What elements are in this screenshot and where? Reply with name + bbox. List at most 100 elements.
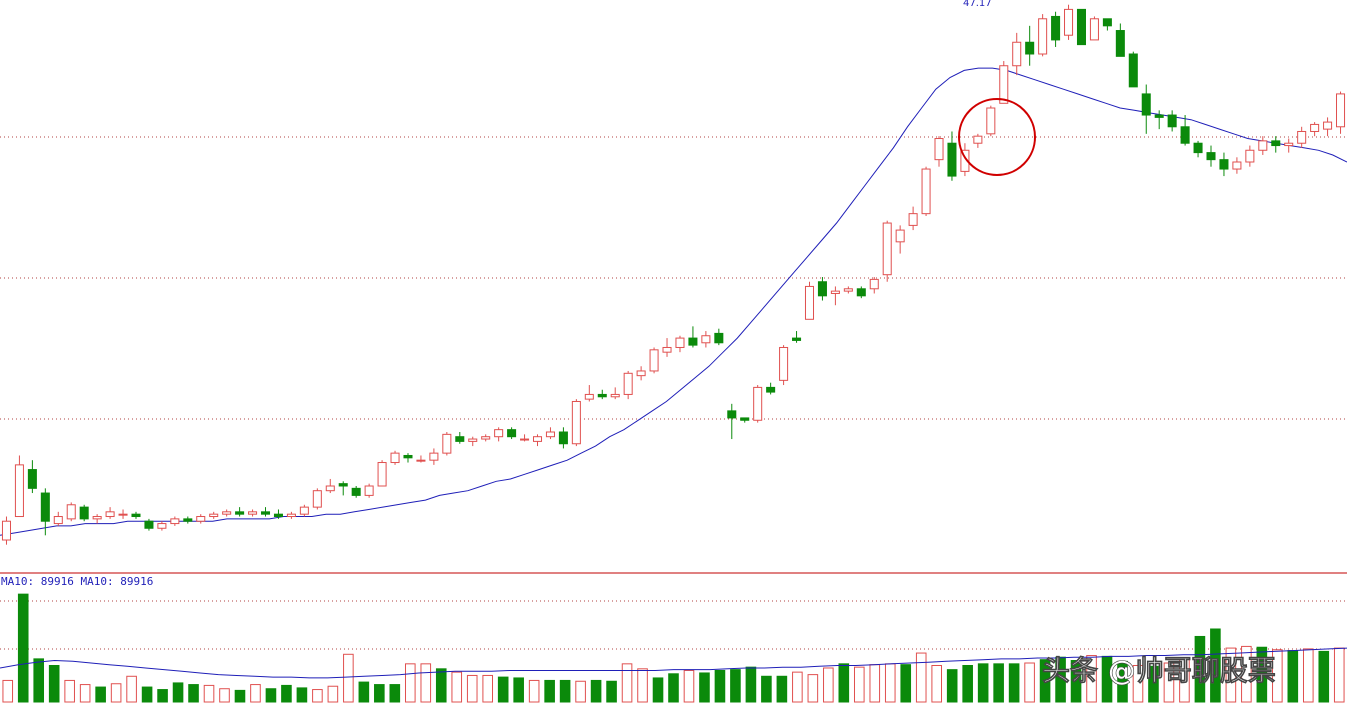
volume-bar [497,676,509,703]
candle-body [416,459,426,462]
volume-bar [575,680,586,703]
candle-body [545,431,555,438]
volume-bar [792,671,803,703]
candle-body [1310,123,1320,132]
candle-body [1219,159,1229,170]
candle-body [610,393,620,398]
volume-bar [1086,655,1097,703]
candle-body [1245,149,1255,163]
candle-body [1089,18,1099,41]
volume-bar [1070,660,1082,703]
candle-body [766,386,776,393]
volume-bar [900,664,912,703]
candle-body [1012,41,1022,67]
volume-bar [869,664,881,703]
candle-body [830,290,840,294]
candle-body [532,436,543,442]
candle-body [131,513,141,518]
volume-bar [296,687,308,703]
volume-bar [1024,662,1035,703]
volume-bar [79,684,91,703]
candle-body [1,520,11,541]
candle-body [1154,114,1164,118]
candle-body [105,511,115,518]
price-moving-average [0,67,1347,536]
volume-bar [807,674,819,703]
candle-body [623,372,633,395]
candle-body [468,438,478,442]
volume-bar [172,682,184,703]
candle-body [934,138,944,161]
candle-body [636,370,646,377]
candle-body [351,487,361,496]
volume-bar [1241,645,1252,703]
candle-body [1115,30,1125,57]
candle-body [1141,93,1151,116]
candle-body [1232,161,1242,170]
candle-body [597,393,607,398]
volume-bar [1194,635,1206,703]
candle-body [779,346,789,381]
candle-body [222,511,232,515]
candle-body [986,107,996,135]
candle-body [481,436,491,440]
candle-body [584,393,594,400]
candle-body [688,337,698,346]
candle-body [1258,140,1268,151]
volume-bar [1272,649,1283,703]
volume-bar [2,679,14,703]
volume-bar [962,664,973,703]
candle-body [442,433,452,454]
volume-bar [281,684,292,703]
volume-bar [668,673,679,703]
candle-body [209,513,219,518]
volume-bar [343,653,354,703]
volume-bar [110,683,122,703]
volume-ma-line [0,647,1347,679]
volume-bar [250,684,261,703]
volume-bar [1163,662,1175,703]
volume-bar [838,663,850,703]
volume-bar [1179,658,1190,703]
volume-bar [823,667,834,703]
volume-bar [884,663,896,703]
volume-bar [528,679,540,703]
volume-bar [466,674,478,703]
candle-body [390,452,400,464]
candle-body [66,504,76,520]
volume-bar [327,685,339,703]
volume-bar [559,679,571,703]
volume-bar [358,681,370,703]
volume-bar [141,686,153,703]
candle-body [27,469,37,489]
volume-bar [435,668,447,703]
candle-body [53,516,63,525]
candle-body [675,337,685,348]
volume-bar [761,675,772,703]
volume-bar [590,679,602,703]
volume-bar [776,675,788,703]
volume-bar [17,593,29,703]
volume-gridlines [0,600,1347,650]
candle-body [455,436,465,442]
candle-body [118,513,128,516]
volume-bar [1148,665,1159,703]
candle-body [312,490,322,508]
candle-body [1025,41,1035,55]
volume-bar [1039,659,1051,703]
volume-legend: MA10: 89916 MA10: 89916 [1,575,153,588]
volume-bar [219,688,230,703]
candle-body [1206,152,1216,161]
candle-body [403,454,413,459]
volume-bar [606,680,617,703]
volume-bar [420,663,432,703]
candle-body [1102,18,1112,27]
candle-body [299,506,309,515]
candle-body [1064,8,1074,36]
candle-body [196,516,206,522]
candle-body [494,429,504,438]
volume-bar [234,689,246,703]
volume-bar [1302,648,1314,703]
price-gridlines [0,136,1347,420]
